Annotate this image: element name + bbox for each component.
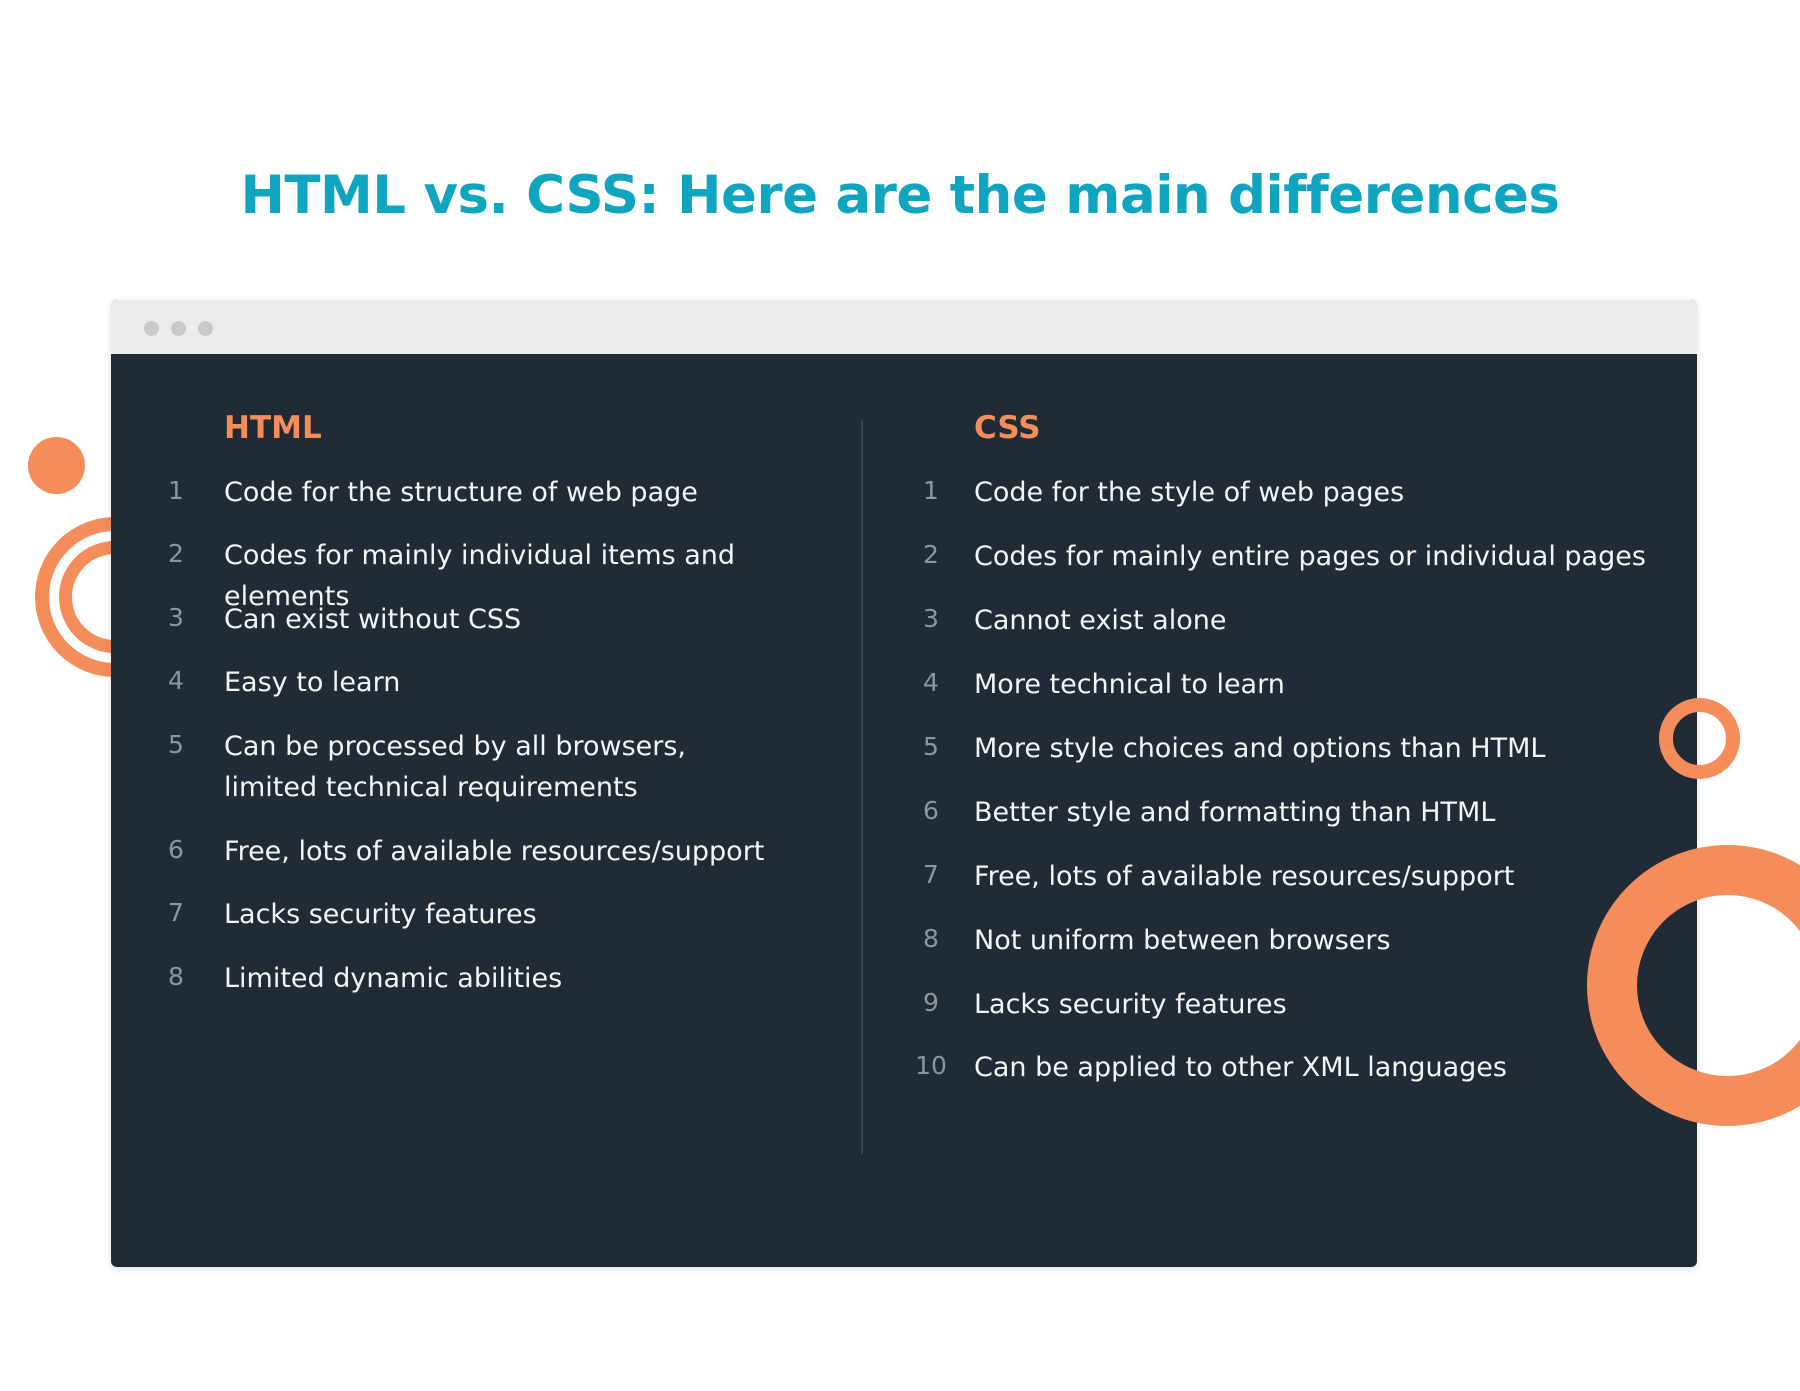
list-item-text: Cannot exist alone <box>974 605 1227 636</box>
list-item-number: 3 <box>923 604 939 633</box>
list-item-text: Lacks security features <box>974 989 1287 1020</box>
list-item-text: Better style and formatting than HTML <box>974 797 1496 828</box>
list-item-text: Codes for mainly individual items and el… <box>224 540 736 612</box>
list-item-number: 2 <box>923 540 939 569</box>
list-item-number: 1 <box>923 476 939 505</box>
list-item-text: Limited dynamic abilities <box>224 963 563 994</box>
list-item-number: 3 <box>168 603 184 632</box>
list-item-number: 10 <box>915 1051 947 1080</box>
window-control-dot[interactable] <box>198 321 213 336</box>
browser-window: HTML 1 Code for the structure of web page… <box>111 300 1697 1267</box>
list-item-text: More technical to learn <box>974 669 1285 700</box>
list-item-number: 4 <box>923 668 939 697</box>
list-item-number: 1 <box>168 476 184 505</box>
window-control-dot[interactable] <box>171 321 186 336</box>
column-divider <box>861 420 863 1154</box>
list-item-number: 8 <box>168 962 184 991</box>
list-item-number: 8 <box>923 924 939 953</box>
list-item-number: 9 <box>923 988 939 1017</box>
list-item-text: Can be processed by all browsers, limite… <box>224 731 687 803</box>
list-item-text: More style choices and options than HTML <box>974 733 1546 764</box>
page-title: HTML vs. CSS: Here are the main differen… <box>240 165 1560 226</box>
window-titlebar <box>111 300 1697 354</box>
list-item-text: Free, lots of available resources/suppor… <box>224 836 765 867</box>
list-item-number: 2 <box>168 539 184 568</box>
list-item-text: Code for the structure of web page <box>224 477 698 508</box>
list-item-text: Code for the style of web pages <box>974 477 1405 508</box>
list-item-number: 6 <box>923 796 939 825</box>
list-item-number: 6 <box>168 835 184 864</box>
list-item-text: Can exist without CSS <box>224 604 522 635</box>
list-item-text: Not uniform between browsers <box>974 925 1391 956</box>
list-item-number: 7 <box>923 860 939 889</box>
list-item-number: 7 <box>168 898 184 927</box>
decorative-ring <box>1659 698 1740 779</box>
comparison-panel: HTML 1 Code for the structure of web page… <box>111 354 1697 1267</box>
list-item-number: 5 <box>923 732 939 761</box>
list-item-text: Lacks security features <box>224 899 537 930</box>
list-item-number: 4 <box>168 666 184 695</box>
list-item-number: 5 <box>168 730 184 759</box>
decorative-dot <box>28 437 85 494</box>
column-heading-css: CSS <box>974 410 1041 446</box>
list-item-text: Easy to learn <box>224 667 401 698</box>
window-control-dot[interactable] <box>144 321 159 336</box>
list-item-text: Codes for mainly entire pages or individ… <box>974 541 1646 572</box>
column-heading-html: HTML <box>224 410 322 446</box>
list-item-text: Can be applied to other XML languages <box>974 1052 1507 1083</box>
list-item-text: Free, lots of available resources/suppor… <box>974 861 1515 892</box>
